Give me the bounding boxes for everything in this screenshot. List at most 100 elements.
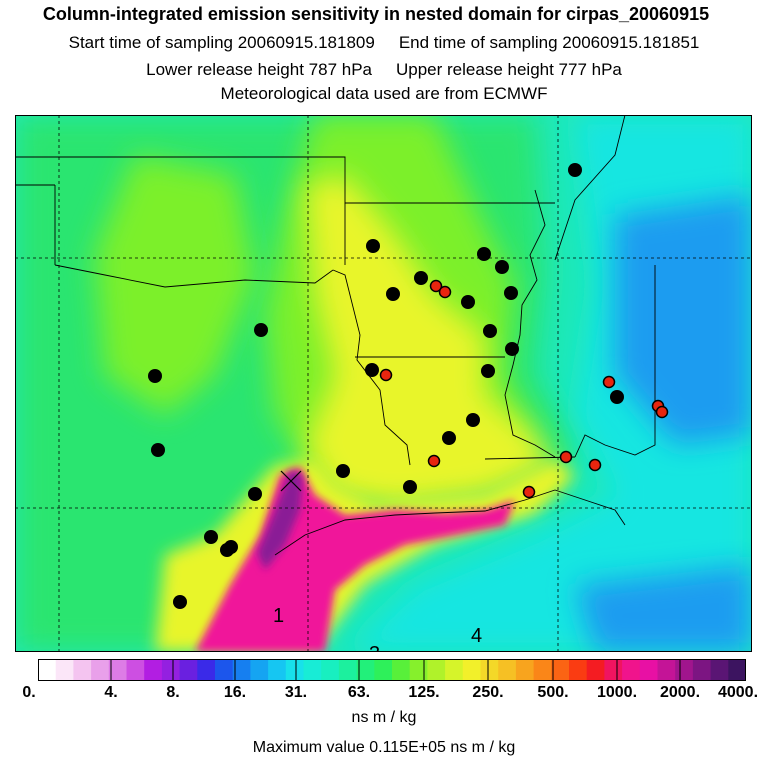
colorbar-cell bbox=[533, 659, 552, 681]
met-data-label: Meteorological data used are from ECMWF bbox=[220, 84, 548, 103]
station-marker-black bbox=[461, 295, 475, 309]
maximum-value-label: Maximum value 0.115E+05 ns m / kg bbox=[252, 739, 516, 756]
colorbar-tick-1000: 1000. bbox=[596, 684, 638, 701]
colorbar-cell bbox=[126, 659, 145, 681]
contour-label-4: 4 bbox=[471, 625, 482, 647]
colorbar-tick-4000: 4000. bbox=[717, 684, 759, 701]
colorbar-tick-16: 16. bbox=[223, 684, 247, 701]
contour-label-3: 3 bbox=[369, 643, 380, 652]
station-marker-red bbox=[427, 454, 441, 468]
colorbar-cell bbox=[38, 659, 57, 681]
station-marker-black bbox=[336, 464, 350, 478]
colorbar-units: ns m / kg bbox=[351, 709, 417, 726]
colorbar-cell bbox=[268, 659, 287, 681]
colorbar-tick-4: 4. bbox=[104, 684, 118, 701]
colorbar-tick-labels: 0. 4. 8. 16. 31. 63. 125. 250. 500. 1000… bbox=[0, 684, 768, 704]
colorbar-cell bbox=[321, 659, 340, 681]
colorbar-cell bbox=[427, 659, 446, 681]
station-marker-red bbox=[559, 450, 573, 464]
end-time-label: End time of sampling 20060915.181851 bbox=[398, 33, 700, 52]
release-point-marker bbox=[280, 470, 302, 492]
colorbar-cell bbox=[569, 659, 588, 681]
station-marker-black bbox=[173, 595, 187, 609]
station-marker-red bbox=[522, 485, 536, 499]
colorbar-cell bbox=[374, 659, 393, 681]
colorbar-cell bbox=[515, 659, 535, 681]
colorbar-cell bbox=[338, 659, 358, 681]
colorbar bbox=[38, 659, 746, 681]
colorbar-cell bbox=[197, 659, 216, 681]
colorbar-cell bbox=[498, 659, 517, 681]
station-marker-black bbox=[248, 487, 262, 501]
station-marker-black bbox=[254, 323, 268, 337]
colorbar-cell bbox=[303, 659, 322, 681]
colorbar-cell bbox=[692, 659, 712, 681]
station-markers bbox=[148, 163, 669, 609]
colorbar-cell bbox=[356, 659, 375, 681]
sampling-time-line: Start time of sampling 20060915.181809 En… bbox=[0, 33, 768, 53]
colorbar-tick-250: 250. bbox=[472, 684, 504, 701]
station-marker-black bbox=[148, 369, 162, 383]
grid-lines bbox=[15, 115, 752, 652]
colorbar-cell bbox=[392, 659, 411, 681]
colorbar-cell bbox=[55, 659, 74, 681]
station-marker-black bbox=[365, 363, 379, 377]
colorbar-cell bbox=[462, 659, 482, 681]
station-marker-red bbox=[379, 368, 393, 382]
station-marker-black bbox=[504, 286, 518, 300]
colorbar-tick-63: 63. bbox=[347, 684, 371, 701]
colorbar-tick-125: 125. bbox=[408, 684, 440, 701]
station-marker-black bbox=[483, 324, 497, 338]
station-marker-red bbox=[588, 458, 602, 472]
station-marker-black bbox=[481, 364, 495, 378]
colorbar-tick-0: 0. bbox=[22, 684, 36, 701]
station-marker-red bbox=[655, 405, 669, 419]
station-marker-black bbox=[403, 480, 417, 494]
colorbar-cell bbox=[728, 659, 746, 681]
release-height-line: Lower release height 787 hPa Upper releas… bbox=[0, 60, 768, 80]
lower-release-label: Lower release height 787 hPa bbox=[146, 60, 372, 79]
station-marker-black bbox=[610, 390, 624, 404]
colorbar-cell bbox=[179, 659, 198, 681]
station-marker-red bbox=[602, 375, 616, 389]
colorbar-cell bbox=[73, 659, 92, 681]
colorbar-cell bbox=[639, 659, 659, 681]
colorbar-tick-31: 31. bbox=[284, 684, 308, 701]
station-marker-black bbox=[442, 431, 456, 445]
colorbar-tick-2000: 2000. bbox=[659, 684, 701, 701]
colorbar-cell bbox=[657, 659, 676, 681]
colorbar-cell bbox=[480, 659, 499, 681]
colorbar-cell bbox=[675, 659, 694, 681]
station-marker-red bbox=[438, 285, 452, 299]
station-marker-black bbox=[505, 342, 519, 356]
colorbar-cell bbox=[91, 659, 110, 681]
colorbar-cell bbox=[622, 659, 641, 681]
sensitivity-field bbox=[15, 115, 752, 652]
colorbar-cell bbox=[250, 659, 269, 681]
colorbar-cell bbox=[144, 659, 163, 681]
station-marker-black bbox=[477, 247, 491, 261]
station-marker-black bbox=[466, 413, 480, 427]
start-time-label: Start time of sampling 20060915.181809 bbox=[68, 33, 375, 52]
colorbar-cell bbox=[215, 659, 234, 681]
upper-release-label: Upper release height 777 hPa bbox=[396, 60, 622, 79]
geographic-boundaries bbox=[15, 115, 656, 556]
contour-label-1: 1 bbox=[273, 605, 284, 627]
colorbar-cell bbox=[161, 659, 181, 681]
colorbar-tick-8: 8. bbox=[166, 684, 180, 701]
colorbar-cell bbox=[108, 659, 128, 681]
station-marker-black bbox=[495, 260, 509, 274]
colorbar-cell bbox=[551, 659, 570, 681]
colorbar-tick-500: 500. bbox=[537, 684, 569, 701]
colorbar-cell bbox=[445, 659, 464, 681]
station-marker-black bbox=[414, 271, 428, 285]
station-marker-black bbox=[366, 239, 380, 253]
colorbar-cell bbox=[285, 659, 305, 681]
station-marker-black bbox=[568, 163, 582, 177]
station-marker-black bbox=[151, 443, 165, 457]
station-marker-black bbox=[386, 287, 400, 301]
colorbar-cell bbox=[586, 659, 605, 681]
station-marker-black bbox=[204, 530, 218, 544]
colorbar-cell bbox=[409, 659, 428, 681]
colorbar-cell bbox=[710, 659, 729, 681]
